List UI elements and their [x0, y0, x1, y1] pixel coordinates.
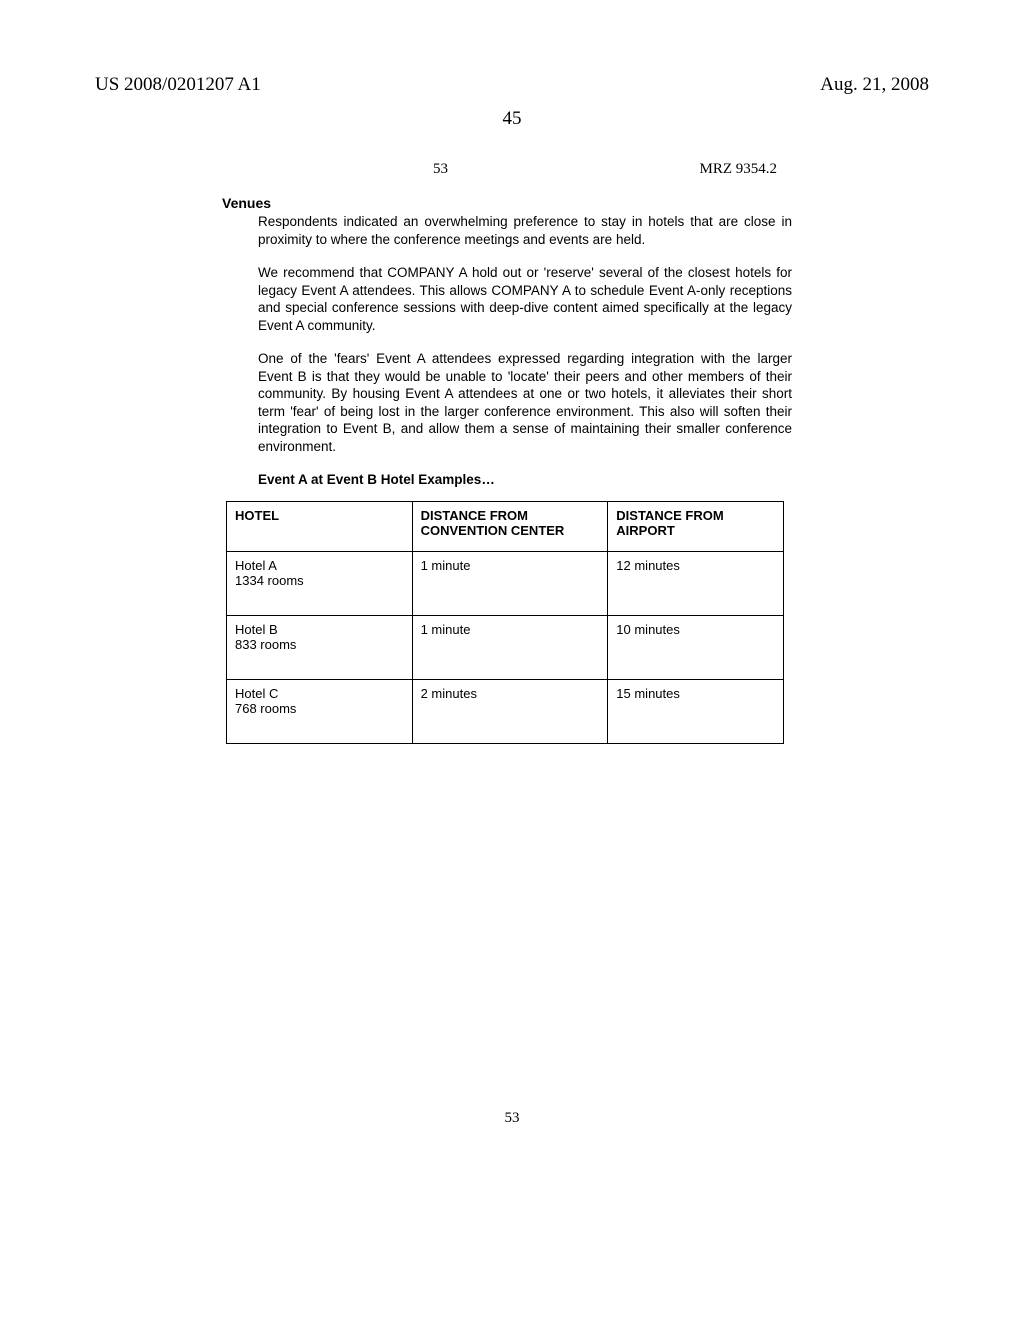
- table-cell-hotel: Hotel C 768 rooms: [227, 679, 413, 743]
- table-cell-air: 10 minutes: [608, 615, 784, 679]
- section-title: Venues: [222, 195, 792, 211]
- table-header-cell: DISTANCE FROM AIRPORT: [608, 501, 784, 551]
- header-left: US 2008/0201207 A1: [95, 74, 261, 96]
- paragraph: We recommend that COMPANY A hold out or …: [258, 264, 792, 334]
- table-cell-air: 12 minutes: [608, 551, 784, 615]
- table-row: Hotel A 1334 rooms 1 minute 12 minutes: [227, 551, 784, 615]
- header-right: Aug. 21, 2008: [820, 74, 929, 96]
- hotel-name: Hotel B: [235, 622, 278, 637]
- table-cell-conv: 2 minutes: [412, 679, 608, 743]
- table-row: Hotel C 768 rooms 2 minutes 15 minutes: [227, 679, 784, 743]
- table-cell-conv: 1 minute: [412, 551, 608, 615]
- paragraph-block: Respondents indicated an overwhelming pr…: [258, 213, 792, 456]
- mrz-code: MRZ 9354.2: [699, 161, 777, 178]
- table-title: Event A at Event B Hotel Examples…: [258, 472, 792, 487]
- sub-page-number: 53: [433, 161, 448, 178]
- table-header-cell: DISTANCE FROM CONVENTION CENTER: [412, 501, 608, 551]
- table-header-cell: HOTEL: [227, 501, 413, 551]
- content-section: Venues Respondents indicated an overwhel…: [222, 195, 792, 744]
- hotel-name: Hotel A: [235, 558, 277, 573]
- hotel-rooms: 833 rooms: [235, 637, 296, 652]
- page-number-bottom: 53: [0, 1110, 1024, 1127]
- table-cell-conv: 1 minute: [412, 615, 608, 679]
- page-number-top: 45: [0, 108, 1024, 130]
- paragraph: Respondents indicated an overwhelming pr…: [258, 213, 792, 248]
- hotel-name: Hotel C: [235, 686, 278, 701]
- hotel-rooms: 768 rooms: [235, 701, 296, 716]
- paragraph: One of the 'fears' Event A attendees exp…: [258, 350, 792, 455]
- table-cell-hotel: Hotel A 1334 rooms: [227, 551, 413, 615]
- header-row: US 2008/0201207 A1 Aug. 21, 2008: [0, 74, 1024, 96]
- table-cell-hotel: Hotel B 833 rooms: [227, 615, 413, 679]
- hotel-rooms: 1334 rooms: [235, 573, 304, 588]
- hotel-table: HOTEL DISTANCE FROM CONVENTION CENTER DI…: [226, 501, 784, 744]
- table-cell-air: 15 minutes: [608, 679, 784, 743]
- table-row: Hotel B 833 rooms 1 minute 10 minutes: [227, 615, 784, 679]
- table-header-row: HOTEL DISTANCE FROM CONVENTION CENTER DI…: [227, 501, 784, 551]
